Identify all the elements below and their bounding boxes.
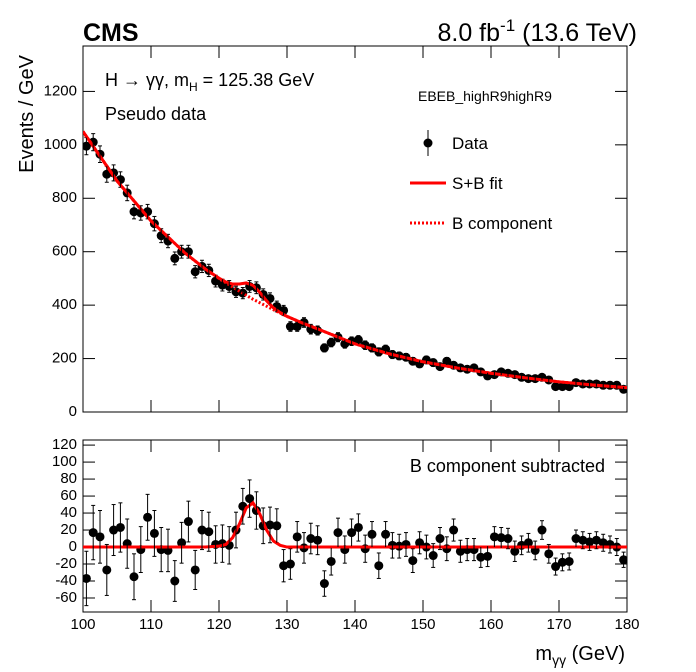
lumi-label: 8.0 fb-1 (13.6 TeV) <box>437 16 637 47</box>
data-point <box>83 573 91 583</box>
data-point <box>83 141 91 151</box>
x-tick-label: 110 <box>139 616 163 633</box>
y-tick-label: 0 <box>69 538 77 555</box>
process-label: H → γγ, mH = 125.38 GeV <box>105 70 314 94</box>
y-tick-label: 80 <box>60 470 77 487</box>
y-tick-label: 400 <box>52 296 77 313</box>
y-tick-label: 120 <box>52 436 77 453</box>
x-axis-title: mγγ (GeV) <box>535 643 625 668</box>
y-tick-label: 60 <box>60 487 77 504</box>
y-tick-label: 40 <box>60 504 77 521</box>
x-title-main: m <box>535 643 552 665</box>
lumi-energy: (13.6 TeV) <box>515 19 637 47</box>
fit-curve <box>83 500 627 549</box>
process-mass: = 125.38 GeV <box>198 70 315 90</box>
x-tick-label: 140 <box>342 616 367 633</box>
fit-curve <box>83 130 627 390</box>
x-tick-label: 170 <box>546 616 571 633</box>
process-main: H → γγ, m <box>105 70 189 90</box>
y-tick-label: 1000 <box>44 136 77 153</box>
legend-label: B component <box>452 214 552 233</box>
x-tick-label: 130 <box>274 616 299 633</box>
y-tick-label: 0 <box>69 403 77 420</box>
y-tick-label: 200 <box>52 350 77 367</box>
data-point <box>619 555 627 565</box>
y-tick-label: 1200 <box>44 82 77 99</box>
plot-area <box>83 479 627 607</box>
y-tick-label: 800 <box>52 189 77 206</box>
lumi-sup: -1 <box>500 16 515 35</box>
legend-marker <box>423 138 433 148</box>
process-sub: H <box>189 80 198 94</box>
x-title-unit: (GeV) <box>566 643 625 665</box>
legend-label: Data <box>452 134 488 153</box>
y-tick-label: 100 <box>52 453 77 470</box>
lumi-main: 8.0 fb <box>437 19 500 47</box>
x-tick-label: 180 <box>614 616 639 633</box>
y-tick-label: 20 <box>60 521 77 538</box>
b-component-curve <box>83 130 627 390</box>
y-tick-label: 600 <box>52 243 77 260</box>
plot-area <box>83 130 627 394</box>
category-label: EBEB_highR9highR9 <box>418 88 552 104</box>
y-tick-label: -60 <box>55 589 77 606</box>
experiment-label: CMS <box>83 19 139 47</box>
legend-label: S+B fit <box>452 174 503 193</box>
x-title-sub: γγ <box>552 652 566 668</box>
y-tick-label: -40 <box>55 572 77 589</box>
y-axis-title: Events / GeV <box>16 54 38 172</box>
y-tick-label: -20 <box>55 555 77 572</box>
x-tick-label: 160 <box>478 616 503 633</box>
lower-panel-label: B component subtracted <box>410 456 605 476</box>
x-tick-label: 150 <box>410 616 435 633</box>
sample-label: Pseudo data <box>105 104 207 124</box>
x-tick-label: 100 <box>70 616 95 633</box>
x-tick-label: 120 <box>206 616 231 633</box>
